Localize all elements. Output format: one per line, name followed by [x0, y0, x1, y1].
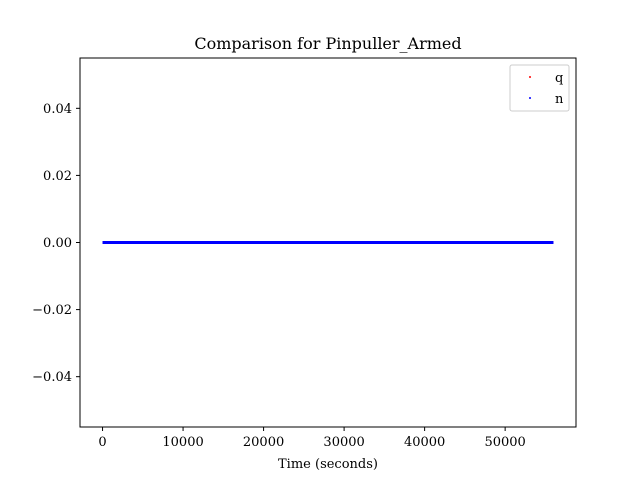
- x-axis: 0 10000 20000 30000 40000 50000: [98, 427, 526, 450]
- x-tick-label: 30000: [323, 435, 364, 450]
- legend-label-q: q: [555, 71, 563, 86]
- legend-label-n: n: [555, 92, 564, 107]
- legend-box: [509, 64, 570, 112]
- legend-marker-q: [529, 76, 531, 78]
- x-tick-label: 40000: [404, 435, 445, 450]
- y-tick-label: 0.04: [43, 102, 72, 117]
- x-tick-label: 10000: [162, 435, 203, 450]
- x-tick-label: 50000: [484, 435, 525, 450]
- x-tick-label: 20000: [243, 435, 284, 450]
- chart-title: Comparison for Pinpuller_Armed: [194, 34, 461, 53]
- y-tick-label: −0.04: [32, 370, 72, 385]
- legend: q n: [509, 64, 570, 112]
- legend-marker-n: [529, 97, 531, 99]
- x-tick-label: 0: [98, 435, 106, 450]
- y-tick-label: 0.02: [43, 169, 72, 184]
- y-tick-label: −0.02: [32, 303, 72, 318]
- x-axis-label: Time (seconds): [278, 457, 378, 472]
- y-tick-label: 0.00: [43, 236, 72, 251]
- y-axis: 0.04 0.02 0.00 −0.02 −0.04: [32, 102, 80, 385]
